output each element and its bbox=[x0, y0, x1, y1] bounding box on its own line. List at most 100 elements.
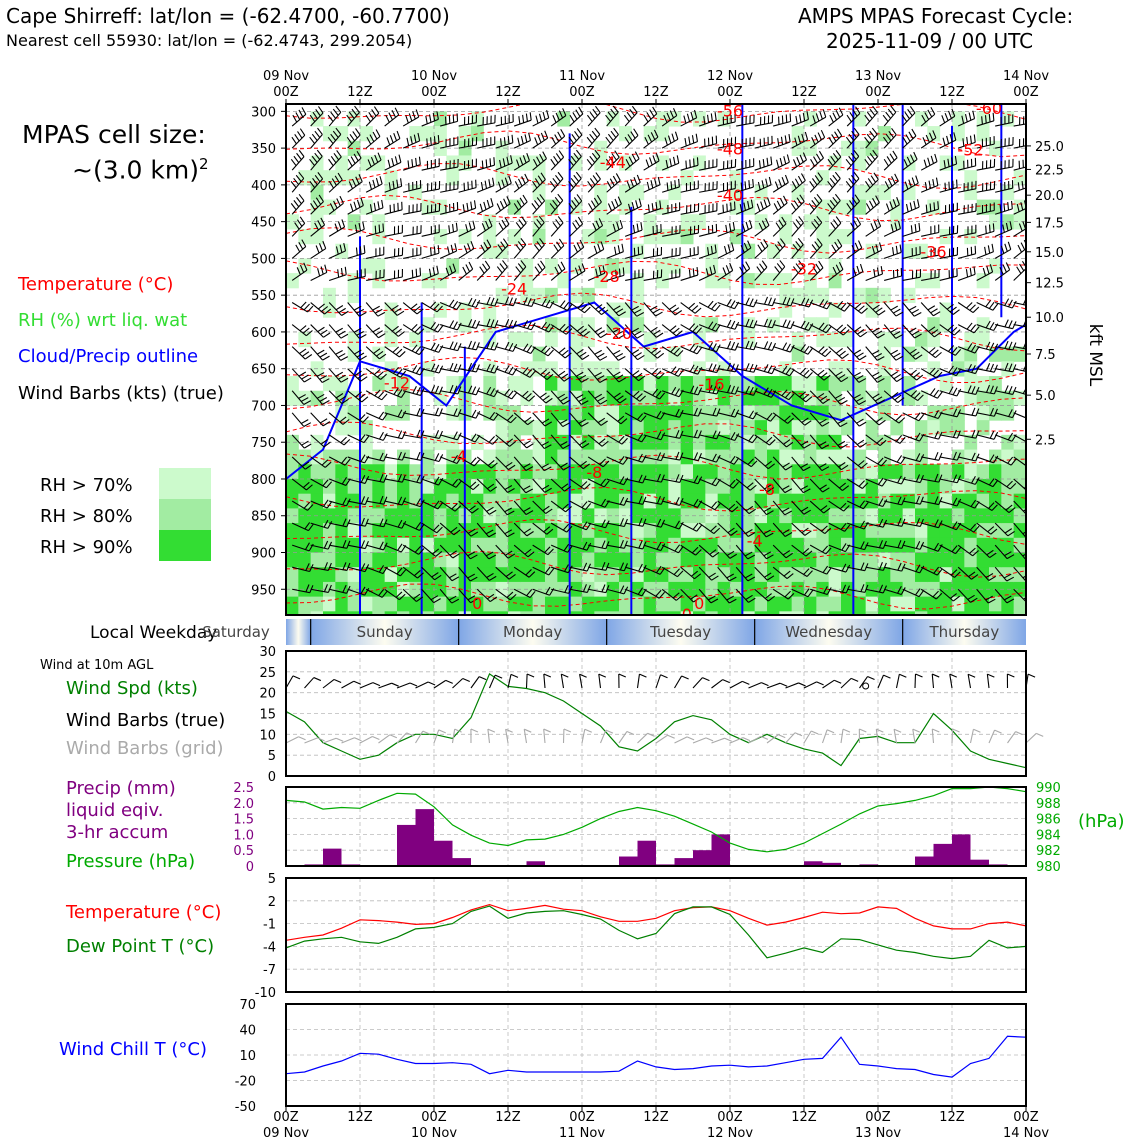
wind-barb-flag bbox=[453, 385, 458, 394]
wind-barb-flag bbox=[838, 107, 844, 116]
wind-barb-shaft bbox=[328, 202, 344, 215]
wind-barb-shaft bbox=[717, 302, 735, 310]
rh-cell bbox=[606, 508, 620, 524]
wind-barb-flag bbox=[642, 496, 647, 505]
wind-barb-flag bbox=[767, 595, 775, 602]
wind-barb bbox=[717, 298, 740, 310]
wind-barb-flag bbox=[623, 114, 630, 122]
rh-cell bbox=[1001, 464, 1015, 480]
wind-barb-flag bbox=[520, 135, 524, 145]
wind-barb-flag bbox=[744, 551, 753, 557]
wind-barb-shaft bbox=[550, 268, 566, 281]
wind-barb-flag bbox=[764, 593, 772, 599]
wind-barb-flag bbox=[589, 111, 596, 119]
wind-barb-flag bbox=[726, 385, 732, 393]
rh-cell bbox=[656, 596, 669, 612]
wind-barb-flag bbox=[763, 296, 769, 305]
rh-cell bbox=[310, 537, 324, 554]
wind-barb-shaft bbox=[883, 228, 901, 237]
wind-barb bbox=[754, 500, 774, 516]
wind-barb bbox=[569, 263, 586, 281]
rh-cell bbox=[767, 611, 780, 615]
wind-barb-flag bbox=[746, 482, 754, 489]
wind-barb bbox=[291, 390, 312, 405]
wind-barb bbox=[661, 566, 684, 578]
wind-barb bbox=[735, 566, 756, 582]
wind-barb-flag bbox=[578, 106, 584, 115]
wind-barb bbox=[661, 520, 684, 530]
wind-barb bbox=[439, 299, 462, 310]
wind-barb-shaft bbox=[569, 113, 584, 127]
wind-barb-shaft bbox=[772, 412, 788, 424]
wind-barb-shaft bbox=[772, 161, 790, 171]
wind-barb bbox=[291, 128, 306, 149]
wind-barb bbox=[587, 412, 608, 426]
wind-barb-flag bbox=[901, 114, 908, 122]
wind-barb-flag bbox=[796, 197, 802, 205]
wind-barb bbox=[384, 566, 407, 577]
wind-barb bbox=[384, 387, 407, 398]
wind-barb-shaft bbox=[587, 412, 602, 426]
wind-barb-flag bbox=[360, 197, 364, 206]
wind-barb-flag bbox=[775, 222, 781, 230]
rh-cell bbox=[545, 464, 558, 480]
rh-cell bbox=[705, 478, 719, 495]
wind-barb-flag bbox=[564, 564, 569, 572]
wind-barb-flag bbox=[631, 105, 638, 113]
wind-barb-flag bbox=[830, 222, 836, 230]
wind-barb-flag bbox=[353, 201, 357, 210]
wind-barb-flag bbox=[467, 385, 473, 394]
wind-barb bbox=[495, 296, 517, 307]
wind-barb-shaft bbox=[846, 112, 861, 127]
rh-cell bbox=[495, 611, 509, 615]
rh-cell bbox=[1013, 464, 1026, 480]
wind-barb bbox=[550, 478, 572, 492]
wind-barb-shaft bbox=[439, 478, 457, 488]
wind-barb-flag bbox=[761, 220, 767, 229]
rh-cell bbox=[717, 611, 731, 615]
wind-barb bbox=[587, 390, 608, 405]
wind-barb-flag bbox=[784, 532, 793, 537]
wind-barb bbox=[458, 588, 478, 604]
wind-barb-shaft bbox=[310, 368, 323, 383]
rh-cell bbox=[310, 611, 324, 615]
wind-barb-flag bbox=[837, 300, 844, 308]
wind-barb-flag bbox=[327, 114, 334, 122]
wind-barb-flag bbox=[845, 158, 852, 166]
wind-barb-shaft bbox=[828, 114, 844, 127]
wind-barb-flag bbox=[694, 573, 702, 580]
wind-barb-flag bbox=[436, 305, 443, 313]
wind-barb bbox=[902, 588, 925, 598]
wind-barb-flag bbox=[371, 109, 377, 117]
wind-barb bbox=[328, 302, 349, 316]
rh-cell bbox=[286, 478, 299, 495]
wind-barb bbox=[440, 202, 459, 215]
wind-barb-shaft bbox=[920, 302, 934, 317]
wind-barb-flag bbox=[541, 441, 550, 447]
wind-barb-shaft bbox=[310, 478, 327, 489]
wind-barb-flag bbox=[820, 372, 828, 379]
wind-barb-shaft bbox=[421, 456, 440, 463]
wind-barb-flag bbox=[470, 554, 478, 560]
wind-barb-shaft bbox=[384, 566, 401, 577]
wind-barb bbox=[827, 193, 841, 215]
wind-barb-flag bbox=[640, 415, 647, 422]
wind-barb-flag bbox=[637, 354, 645, 361]
wind-barb-flag bbox=[568, 136, 575, 145]
wind-barb-flag bbox=[533, 222, 540, 230]
wind-barb-flag bbox=[786, 320, 791, 328]
rh-cell bbox=[804, 420, 817, 436]
rh-cell bbox=[643, 552, 657, 568]
wind-barb-shaft bbox=[791, 368, 808, 379]
wind-barb-flag bbox=[572, 222, 578, 230]
wind-barb bbox=[568, 128, 583, 149]
rh-cell bbox=[656, 199, 669, 215]
wind-barb bbox=[532, 110, 550, 127]
wind-barb bbox=[680, 323, 702, 335]
wind-barb-flag bbox=[593, 197, 599, 206]
wind-barb-flag bbox=[601, 309, 609, 316]
rh-cell bbox=[384, 552, 398, 568]
wind-barb-flag bbox=[614, 150, 620, 158]
wind-barb-flag bbox=[856, 217, 862, 225]
